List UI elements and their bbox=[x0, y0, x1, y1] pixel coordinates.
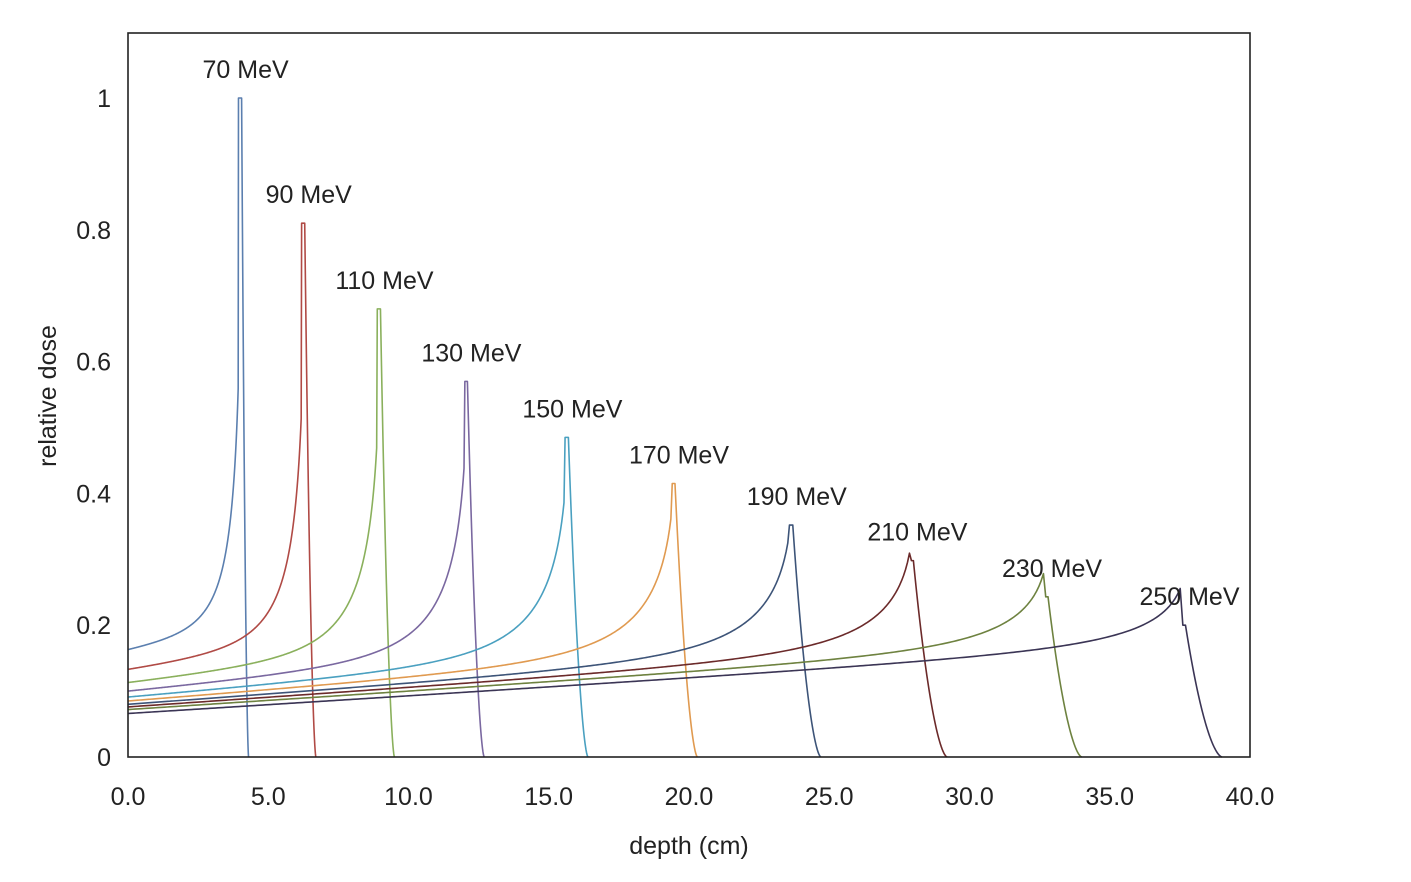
x-tick-label: 0.0 bbox=[111, 783, 146, 811]
peak-label: 110 MeV bbox=[335, 267, 434, 295]
peak-label: 150 MeV bbox=[522, 395, 622, 423]
x-axis-label: depth (cm) bbox=[629, 832, 748, 860]
peak-label: 90 MeV bbox=[266, 181, 352, 209]
dose-curve-210-mev bbox=[127, 552, 948, 758]
dose-curve-130-mev bbox=[127, 380, 485, 758]
y-tick-label: 0.2 bbox=[76, 612, 111, 640]
peak-label: 230 MeV bbox=[1002, 555, 1102, 583]
peak-label: 130 MeV bbox=[421, 339, 521, 367]
plot-frame bbox=[127, 32, 1251, 758]
dose-curve-110-mev bbox=[127, 308, 396, 758]
dose-curve-190-mev bbox=[127, 524, 822, 758]
x-tick-label: 30.0 bbox=[945, 783, 994, 811]
dose-curve-170-mev bbox=[127, 482, 699, 758]
x-tick-label: 5.0 bbox=[251, 783, 286, 811]
x-tick-label: 10.0 bbox=[384, 783, 433, 811]
dose-curve-70-mev bbox=[127, 97, 250, 758]
x-tick-label: 40.0 bbox=[1226, 783, 1275, 811]
dose-curve-150-mev bbox=[127, 436, 589, 758]
x-tick-label: 25.0 bbox=[805, 783, 854, 811]
y-tick-label: 0.8 bbox=[76, 217, 111, 245]
y-tick-label: 0 bbox=[97, 744, 111, 772]
dose-curve-250-mev bbox=[127, 587, 1223, 758]
dose-curve-90-mev bbox=[127, 222, 317, 758]
x-tick-label: 20.0 bbox=[665, 783, 714, 811]
x-axis-ticks: 0.0 5.0 10.0 15.0 20.0 25.0 30.0 35.0 40.0 bbox=[111, 783, 1275, 811]
dose-curve-230-mev bbox=[127, 572, 1083, 758]
x-tick-label: 35.0 bbox=[1085, 783, 1134, 811]
peak-label: 190 MeV bbox=[747, 483, 847, 511]
x-tick-label: 15.0 bbox=[524, 783, 573, 811]
y-axis-label: relative dose bbox=[34, 325, 62, 467]
y-tick-label: 1 bbox=[97, 85, 111, 113]
y-axis-ticks: 0 0.2 0.4 0.6 0.8 1 bbox=[76, 85, 111, 772]
y-tick-label: 0.6 bbox=[76, 349, 111, 377]
peak-label: 170 MeV bbox=[629, 442, 729, 470]
y-tick-label: 0.4 bbox=[76, 480, 111, 508]
peak-label: 70 MeV bbox=[203, 56, 289, 84]
peak-label: 210 MeV bbox=[867, 519, 967, 547]
peak-label: 250 MeV bbox=[1139, 583, 1239, 611]
dose-curves bbox=[127, 97, 1223, 758]
